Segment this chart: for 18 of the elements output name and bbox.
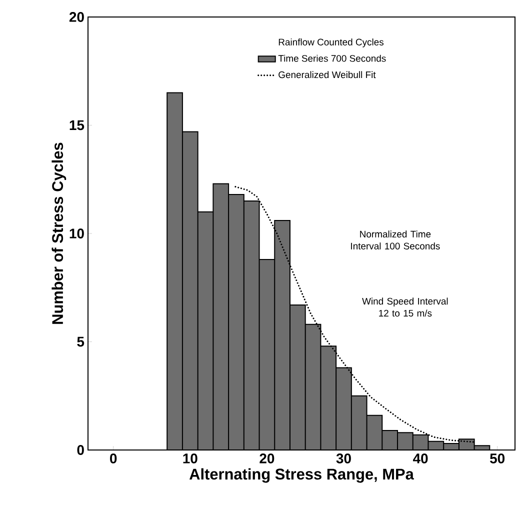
legend-label: Generalized Weibull Fit <box>278 71 376 78</box>
y-tick-label: 5 <box>77 336 84 347</box>
y-tick-label: 0 <box>77 445 84 455</box>
x-tick-label: 20 <box>260 454 274 464</box>
annotation: Normalized Time Interval 100 Seconds <box>351 230 440 250</box>
y-tick-label: 10 <box>70 228 84 238</box>
legend-label: Time Series 700 Seconds <box>278 54 386 62</box>
x-axis-title: Alternating Stress Range, MPa <box>189 468 414 483</box>
y-tick-label: 20 <box>69 12 84 22</box>
x-tick-label: 50 <box>490 454 505 464</box>
x-tick-label: 0 <box>110 454 117 464</box>
x-tick-label: 40 <box>413 454 428 464</box>
legend-title: Rainflow Counted Cycles <box>278 38 384 48</box>
y-tick-label: 15 <box>70 120 84 130</box>
y-axis-title: Number of Stress Cycles <box>52 142 66 324</box>
annotation: Wind Speed Interval 12 to 15 m/s <box>362 298 448 317</box>
x-tick-label: 30 <box>336 454 351 464</box>
x-tick-label: 10 <box>183 454 198 464</box>
